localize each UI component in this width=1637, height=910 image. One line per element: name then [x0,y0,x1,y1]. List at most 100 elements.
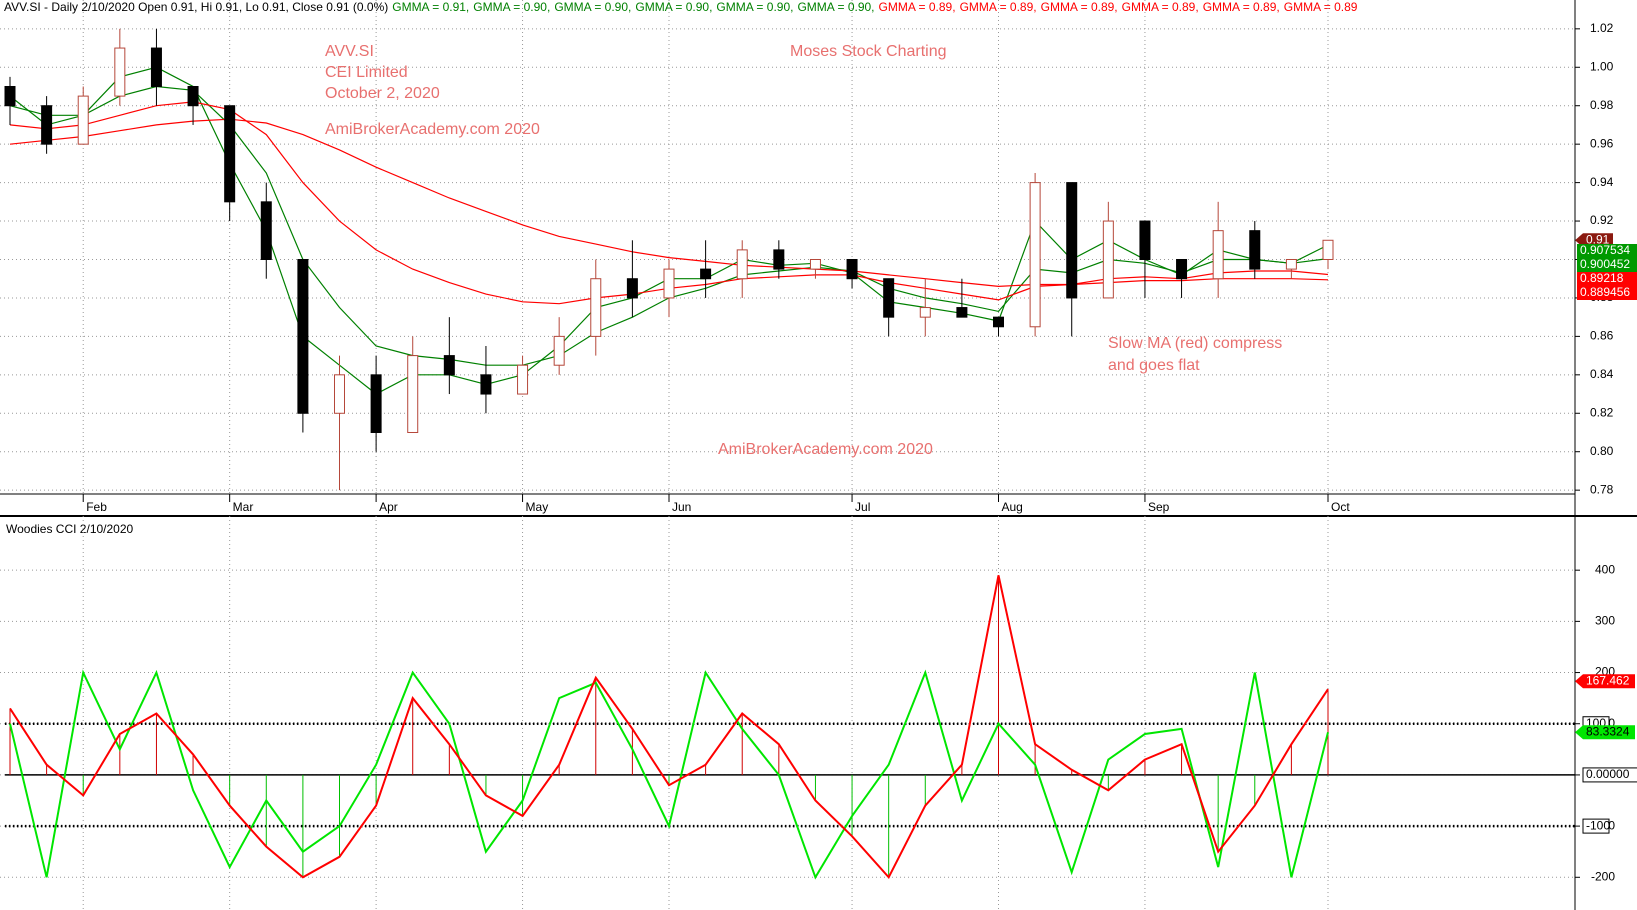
y-tick-label: 0.92 [1590,213,1614,227]
candle-body [1102,220,1114,299]
candle-body [553,335,565,366]
gmma-value-box [1577,244,1637,258]
gmma-value-box [1577,272,1637,286]
y-tick-label: 0.82 [1590,405,1614,419]
header-part: GMMA = 0.89, [1041,0,1118,14]
annotation: AmiBrokerAcademy.com 2020 [718,441,933,458]
x-tick-label: May [526,500,549,514]
header-part: GMMA = 0.90, [554,0,631,14]
candle-body [370,374,382,433]
candle-body [1249,230,1261,270]
last-value-label: 83.3324 [1586,724,1630,738]
x-tick-label: Aug [1002,500,1023,514]
y-tick-label: -200 [1591,869,1615,883]
annotation: AVV.SI [325,43,374,60]
cci-line [9,669,1329,880]
last-price-box [1575,233,1613,248]
annotation: CEI Limited [325,64,408,81]
x-tick-label: Oct [1331,500,1350,514]
header-part: GMMA = 0.90, [635,0,712,14]
last-value-box [1575,674,1635,689]
candle-body [846,258,858,280]
gmma-value-label: 0.889456 [1580,285,1630,299]
y-tick-label: 0.94 [1590,175,1614,189]
y-tick-label: 0.98 [1590,98,1614,112]
candle-body [150,47,162,87]
candle-body [1066,182,1078,299]
candle-body [297,258,309,414]
y-tick-label: 1.02 [1590,21,1614,35]
header-part: AVV.SI - Daily 2/10/2020 Open 0.91, Hi 0… [4,0,388,14]
candle-body [480,374,492,395]
candle-body [1212,230,1224,280]
y-tick-label: 0.80 [1590,444,1614,458]
candle-body [1139,220,1151,260]
candle-body [883,278,895,318]
annotation: AmiBrokerAcademy.com 2020 [325,121,540,138]
candle-body [663,268,675,299]
header-part: GMMA = 0.90, [473,0,550,14]
x-tick-label: Jun [672,500,691,514]
last-value-box [1575,725,1635,740]
candle-body [41,105,53,145]
cci-title: Woodies CCI 2/10/2020 [6,522,134,536]
candle-body [736,249,748,280]
candle-body [809,258,821,270]
header-part: GMMA = 0.89, [1122,0,1199,14]
x-tick-label: Mar [233,500,254,514]
annotation: Slow MA (red) compress [1108,335,1282,352]
cci-line [9,575,1329,880]
header-part: GMMA = 0.90, [797,0,874,14]
candle-body [1176,258,1188,280]
annotation: and goes flat [1108,357,1200,374]
candle-body [773,249,785,270]
y-tick-label: 300 [1595,614,1615,628]
candle-body [114,47,126,97]
y-tick-label: 0.86 [1590,329,1614,343]
gmma-value-label: 0.900452 [1580,257,1630,271]
header-part: GMMA = 0.90, [716,0,793,14]
last-value-label: 167.462 [1586,673,1630,687]
candle-body [407,355,419,433]
annotation: October 2, 2020 [325,85,440,102]
candle-body [77,95,89,145]
candle-body [626,278,638,299]
y-tick-label: 400 [1595,562,1615,576]
chart-header: AVV.SI - Daily 2/10/2020 Open 0.91, Hi 0… [4,0,1358,14]
candle-body [187,85,199,107]
candle-body [260,201,272,260]
header-part: GMMA = 0.91, [392,0,469,14]
header-part: GMMA = 0.89, [1203,0,1280,14]
gmma-value-label: 0.89218 [1580,271,1624,285]
y-tick-label: 0.78 [1590,482,1614,496]
candle-body [443,355,455,376]
candle-body [224,105,236,203]
candle-body [1029,182,1041,328]
candle-body [517,364,529,395]
y-tick-label: 1.00 [1590,59,1614,73]
reference-label: 0.00000 [1586,767,1630,781]
x-tick-label: Feb [86,500,107,514]
x-tick-label: Jul [855,500,870,514]
x-tick-label: Sep [1148,500,1170,514]
candle-body [4,85,16,107]
candle-body [956,307,968,318]
header-part: GMMA = 0.89, [879,0,956,14]
annotation: Moses Stock Charting [790,43,947,60]
y-tick-label: 0.84 [1590,367,1614,381]
gmma-value-box [1577,286,1637,300]
reference-box [1582,818,1610,834]
candle-body [700,268,712,280]
y-tick-label: 0.96 [1590,136,1614,150]
gmma-value-box [1577,258,1637,272]
candle-body [334,374,345,414]
x-tick-label: Apr [379,500,398,514]
reference-label: -100 [1586,818,1610,832]
header-part: GMMA = 0.89, [960,0,1037,14]
candle-body [590,278,602,337]
candle-body [1322,239,1334,260]
candle-body [993,316,1004,328]
gmma-value-label: 0.907534 [1580,243,1630,257]
candle-body [919,307,931,318]
